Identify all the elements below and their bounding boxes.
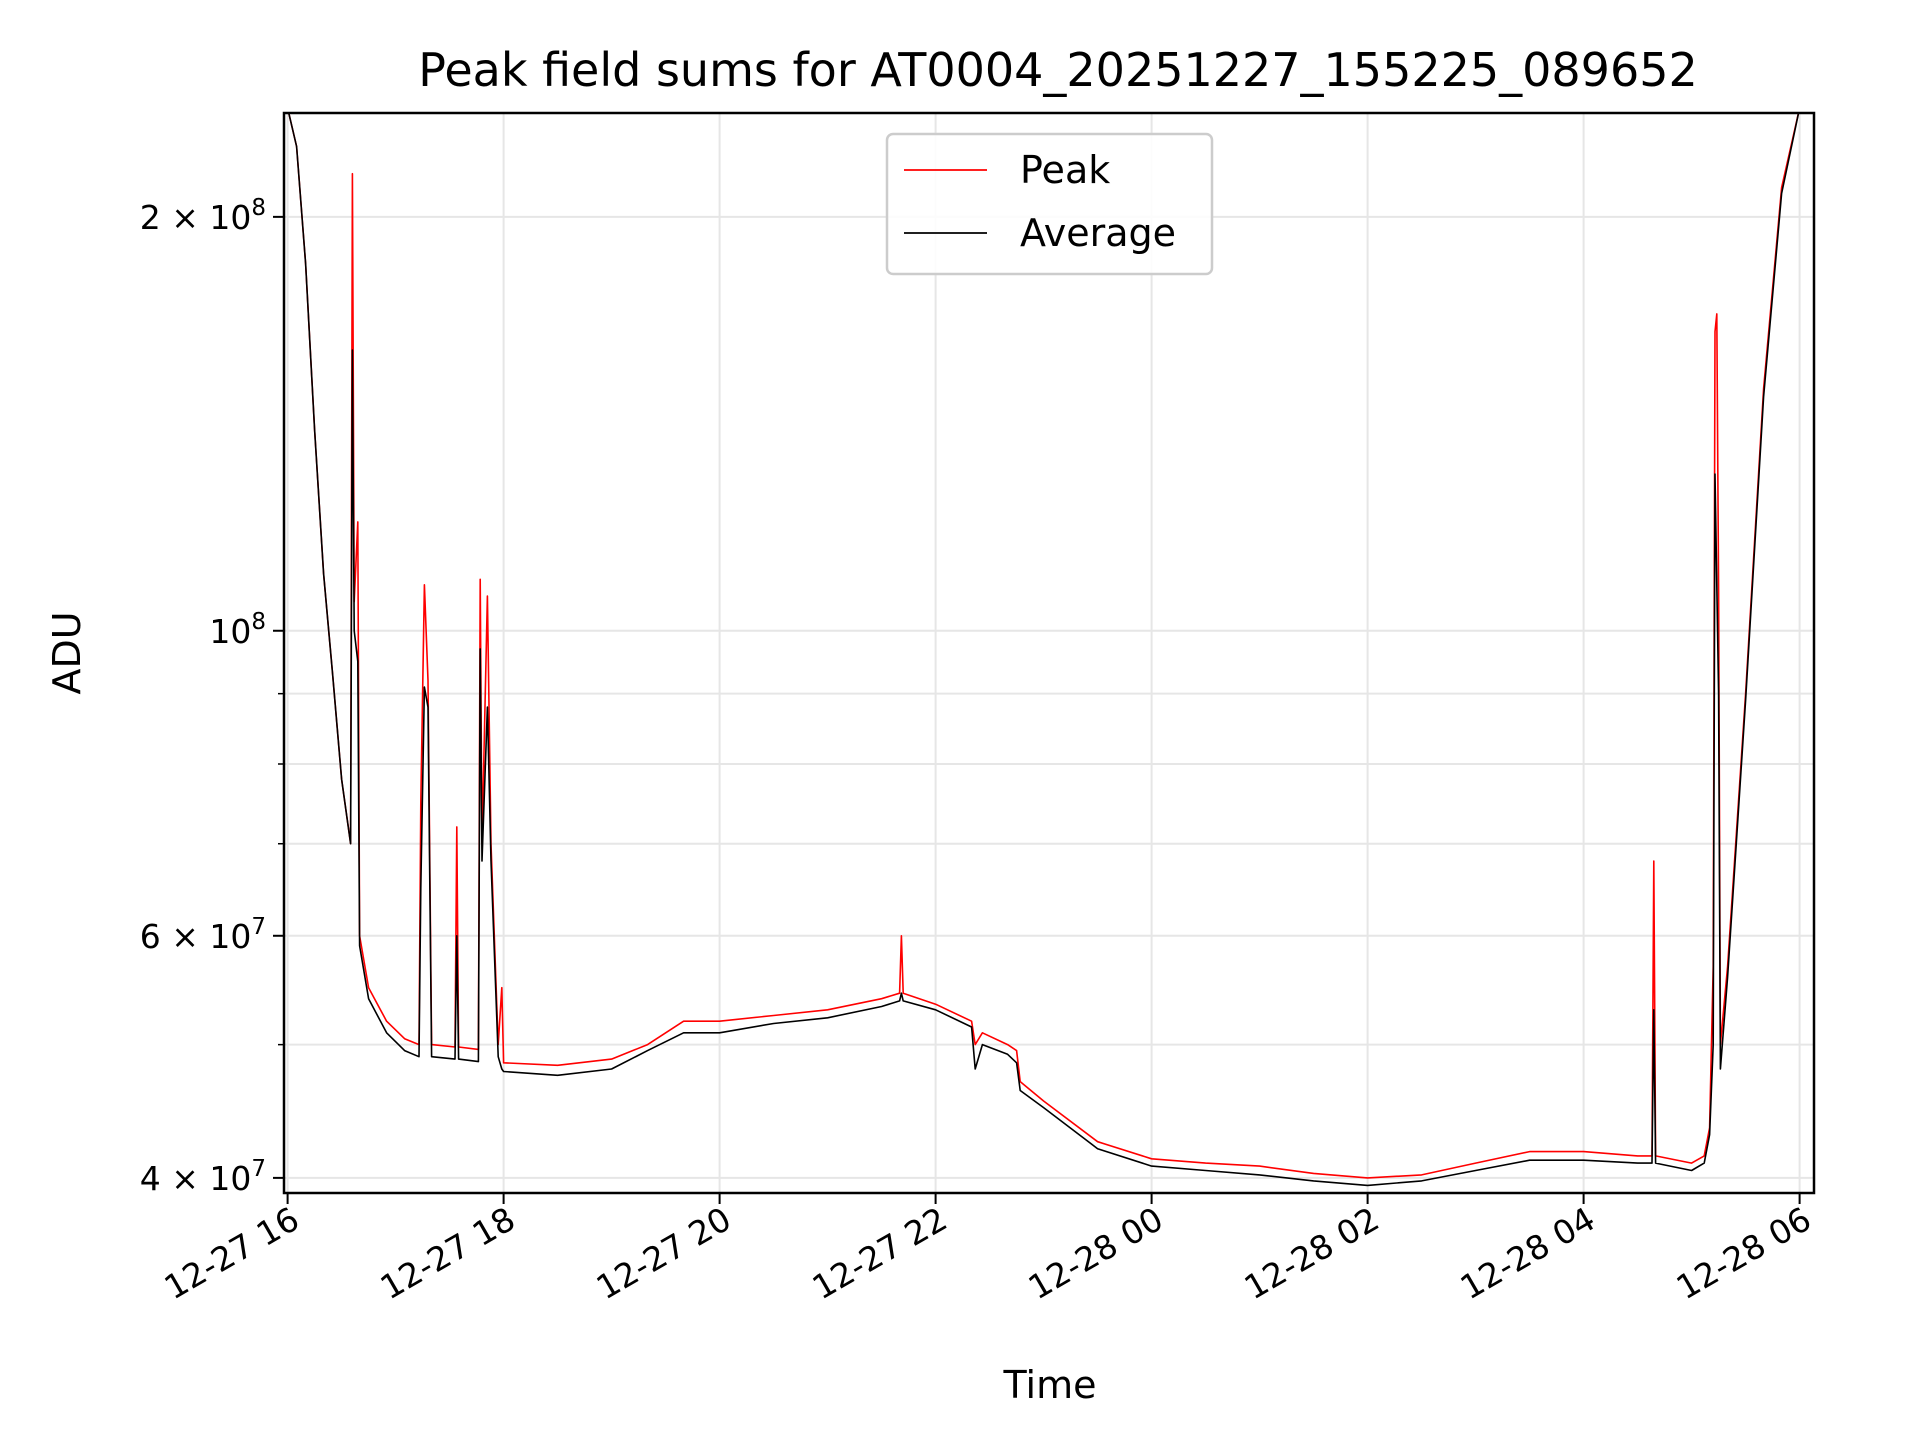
y-tick-label: 2 × 108 <box>140 195 266 237</box>
grid <box>284 113 1814 1193</box>
series-line-average <box>287 113 1800 1187</box>
y-axis-title: ADU <box>45 611 89 694</box>
chart-title: Peak field sums for AT0004_20251227_1552… <box>418 43 1698 97</box>
x-axis-title: Time <box>1003 1363 1097 1407</box>
series-line-peak <box>287 113 1800 1179</box>
plot-frame <box>282 111 1816 1195</box>
y-tick-label: 6 × 107 <box>140 914 266 956</box>
legend: Peak Average <box>885 132 1214 276</box>
y-tick-label: 4 × 107 <box>140 1156 266 1198</box>
legend-label: Average <box>1020 211 1176 255</box>
legend-box <box>885 132 1214 276</box>
series-layer <box>287 113 1800 1187</box>
legend-label: Peak <box>1020 148 1110 192</box>
y-tick-label: 108 <box>209 609 266 651</box>
